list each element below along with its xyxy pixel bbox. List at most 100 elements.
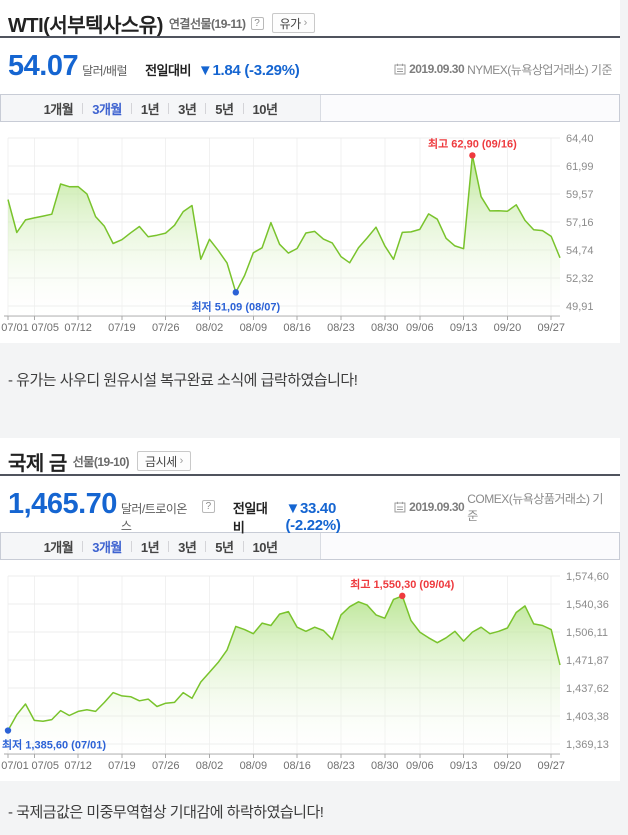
y-axis-label: 59,57 — [566, 189, 594, 201]
x-axis-label: 08/09 — [240, 760, 268, 771]
high-dot — [469, 152, 476, 159]
y-axis-label: 1,574,60 — [566, 571, 609, 583]
y-axis-label: 64,40 — [566, 133, 594, 145]
gold-link-button[interactable]: 금시세 › — [137, 451, 191, 471]
y-axis-label: 57,16 — [566, 217, 594, 229]
oil-link-button[interactable]: 유가 › — [271, 13, 315, 33]
contract-label: 연결선물(19-11) — [168, 16, 246, 31]
period-tabs: 1개월 3개월 1년 3년 5년 10년 — [1, 95, 321, 121]
change-label: 전일대비 — [145, 63, 191, 78]
high-dot — [399, 592, 406, 600]
wti-chart: 07/01 07/05 07/12 07/19 07/26 08/02 08/09 08/16… — [1, 133, 594, 333]
y-axis-label: 1,437,62 — [566, 683, 609, 695]
x-axis-label: 08/02 — [196, 322, 224, 333]
x-axis-label: 08/16 — [283, 760, 311, 771]
x-axis-label: 09/20 — [494, 760, 522, 771]
x-axis-label: 07/05 — [32, 760, 60, 771]
x-axis-label: 09/20 — [494, 322, 522, 333]
tab-separator — [168, 102, 170, 114]
price-line — [7, 154, 561, 294]
tab-separator — [242, 102, 244, 114]
y-axis-label: 54,74 — [566, 245, 594, 257]
y-axis-label: 1,403,38 — [566, 711, 609, 723]
period-tab-6[interactable]: 10년 — [252, 539, 278, 555]
x-axis-label: 09/13 — [450, 760, 478, 771]
tab-separator — [205, 540, 207, 552]
price-area — [8, 595, 560, 754]
y-axis-label: 1,506,11 — [566, 627, 608, 639]
period-tab-6[interactable]: 10년 — [252, 101, 278, 117]
change-value: ▼1.84 (-3.29%) — [197, 62, 300, 79]
tab-separator — [168, 540, 170, 552]
help-icon[interactable]: ? — [201, 499, 215, 513]
period-tab-4[interactable]: 3년 — [178, 101, 197, 117]
low-dot — [232, 289, 240, 296]
x-axis-label: 08/30 — [371, 322, 399, 333]
x-axis-label: 07/26 — [152, 760, 180, 771]
period-tabbar: 1개월 3개월 1년 3년 5년 10년 — [0, 532, 620, 560]
wti-comment: - 유가는 사우디 원유시설 복구완료 소식에 급락하였습니다! — [8, 372, 358, 389]
x-axis-label: 08/09 — [240, 322, 268, 333]
x-axis-label: 09/06 — [406, 322, 434, 333]
y-axis-label: 52,32 — [566, 273, 594, 285]
change-value: ▼33.40 (-2.22%) — [285, 500, 341, 534]
period-tab-4[interactable]: 3년 — [178, 539, 197, 555]
high-label: 최고 1,550,30 (09/04) — [350, 577, 454, 591]
period-tab-5[interactable]: 5년 — [215, 539, 234, 555]
gold-header: 국제 금 선물(19-10) 금시세 › — [0, 448, 620, 476]
y-axis-label: 1,369,13 — [566, 739, 609, 751]
y-axis-label: 1,540,36 — [566, 599, 609, 611]
x-axis-label: 08/23 — [327, 322, 355, 333]
x-axis-label: 07/01 — [1, 760, 29, 771]
tab-separator — [82, 540, 84, 552]
price-line — [7, 595, 561, 731]
x-axis-label: 08/23 — [327, 760, 355, 771]
date-info: 2019.09.30 NYMEX(뉴욕상업거래소) 기준 — [394, 61, 612, 78]
current-price: 1,465.70 — [8, 488, 117, 520]
tab-separator — [242, 540, 244, 552]
period-tab-3[interactable]: 1년 — [140, 101, 160, 117]
gold-chart: 07/01 07/05 07/12 07/19 07/26 08/02 08/09 08/16… — [1, 571, 609, 771]
wti-section: WTI(서부텍사스유) 연결선물(19-11) ? 유가 › 54.07 달러/… — [0, 0, 620, 343]
x-axis-label: 09/27 — [537, 760, 565, 771]
wti-price-row: 54.07 달러/배럴 전일대비 ▼1.84 (-3.29%) 2019.09.… — [0, 50, 620, 86]
period-tab-2[interactable]: 3개월 — [92, 539, 122, 555]
x-axis-label: 08/02 — [196, 760, 224, 771]
tab-separator — [130, 102, 132, 114]
x-axis-label: 09/13 — [450, 322, 478, 333]
period-tab-5[interactable]: 5년 — [215, 101, 234, 117]
tab-separator — [82, 102, 84, 114]
quote-date: 2019.09.30 — [409, 500, 465, 514]
page-title: WTI(서부텍사스유) — [8, 14, 163, 37]
period-tab-3[interactable]: 1년 — [140, 539, 160, 555]
x-axis-label: 07/01 — [1, 322, 29, 333]
period-tabs: 1개월 3개월 1년 3년 5년 10년 — [1, 533, 321, 559]
period-tab-1[interactable]: 1개월 — [43, 539, 74, 555]
x-axis-label: 07/19 — [108, 322, 136, 333]
exchange-label: NYMEX(뉴욕상업거래소) 기준 — [467, 62, 612, 77]
help-icon[interactable]: ? — [250, 16, 264, 30]
current-price: 54.07 — [8, 50, 79, 82]
price-unit: 달러/배럴 — [82, 64, 128, 78]
period-tab-2[interactable]: 3개월 — [92, 101, 122, 117]
price-unit: 달러/트로이온스 — [120, 502, 188, 533]
gold-comment: - 국제금값은 미중무역협상 기대감에 하락하였습니다! — [8, 804, 324, 821]
y-axis-label: 49,91 — [566, 301, 594, 313]
x-axis-label: 09/27 — [537, 322, 565, 333]
low-dot — [4, 727, 12, 734]
chevron-right-icon: › — [179, 455, 184, 467]
exchange-label: COMEX(뉴욕상품거래소) 기준 — [467, 492, 603, 523]
tab-separator — [205, 102, 207, 114]
low-label: 최저 1,385,60 (07/01) — [2, 738, 106, 752]
date-info: 2019.09.30 COMEX(뉴욕상품거래소) 기준 — [394, 490, 612, 524]
gold-price-row: 1,465.70 달러/트로이온스 ? 전일대비 ▼33.40 (-2.22%)… — [0, 488, 620, 535]
tab-separator — [130, 540, 132, 552]
period-tab-1[interactable]: 1개월 — [43, 101, 74, 117]
high-label: 최고 62,90 (09/16) — [428, 136, 517, 150]
wti-header: WTI(서부텍사스유) 연결선물(19-11) ? 유가 › — [0, 10, 620, 38]
x-axis-label: 08/16 — [283, 322, 311, 333]
gold-comment-strip: - 국제금값은 미중무역협상 기대감에 하락하였습니다! — [0, 781, 628, 831]
wti-comment-strip: - 유가는 사우디 원유시설 복구완료 소식에 급락하였습니다! — [0, 343, 628, 438]
x-axis-label: 07/05 — [32, 322, 60, 333]
y-axis-label: 61,99 — [566, 161, 594, 173]
